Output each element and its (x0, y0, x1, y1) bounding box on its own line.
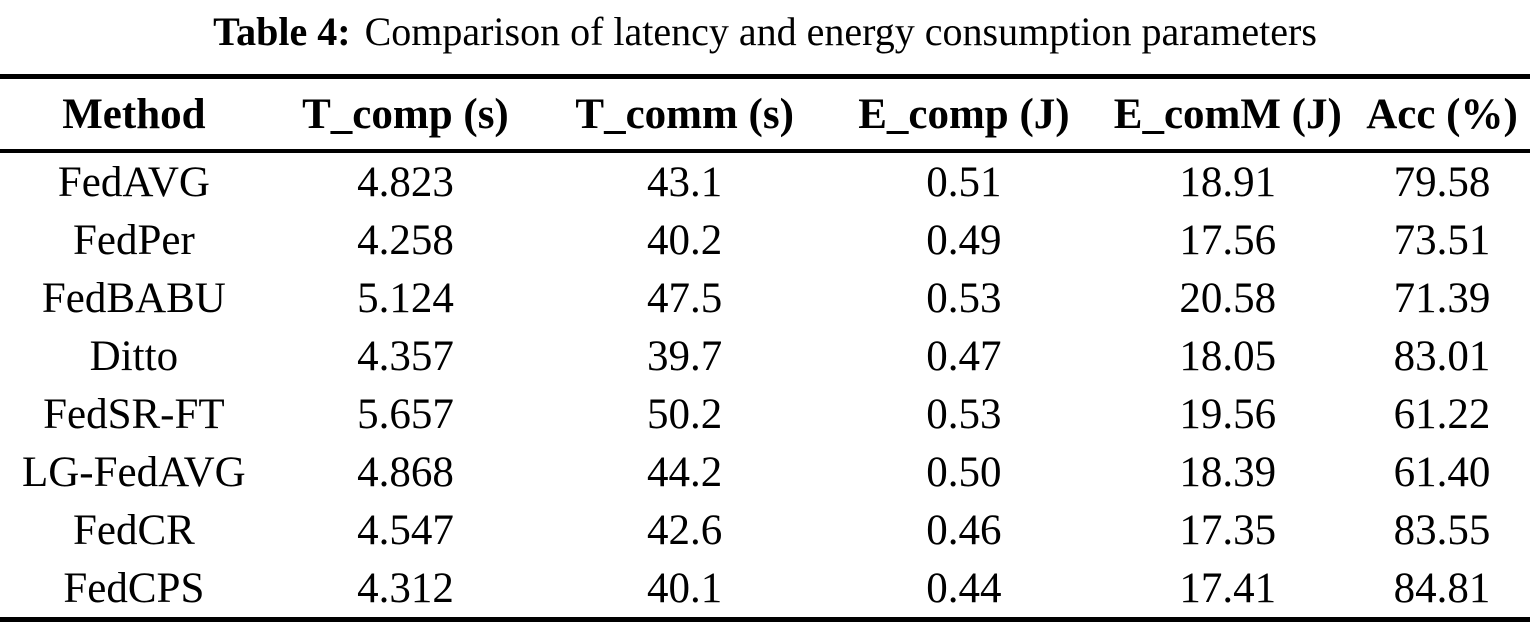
value-cell: 17.56 (1179, 216, 1277, 264)
value-cell: 5.124 (357, 274, 454, 322)
table-caption-text: Comparison of latency and energy consump… (364, 9, 1317, 54)
value-cell: 19.56 (1179, 390, 1277, 438)
value-cell: 83.01 (1393, 332, 1491, 380)
value-cell: 18.91 (1179, 158, 1277, 206)
value-cell: 4.258 (357, 216, 454, 264)
method-cell: FedAVG (57, 158, 210, 206)
table-row: LG-FedAVG 4.868 44.2 0.50 18.39 61.40 (0, 443, 1530, 501)
value-cell: 4.312 (357, 564, 454, 612)
table-row: FedCR 4.547 42.6 0.46 17.35 83.55 (0, 501, 1530, 559)
column-header-2: T_comm (s) (575, 90, 794, 138)
method-cell: LG-FedAVG (21, 448, 246, 496)
table-row: FedCPS 4.312 40.1 0.44 17.41 84.81 (0, 559, 1530, 620)
value-cell: 4.823 (357, 158, 454, 206)
value-cell: 4.357 (357, 332, 454, 380)
table-row: Ditto 4.357 39.7 0.47 18.05 83.01 (0, 327, 1530, 385)
value-cell: 0.50 (926, 448, 1002, 496)
value-cell: 61.40 (1393, 448, 1491, 496)
column-header-3: E_comp (J) (858, 90, 1070, 138)
column-header-1: T_comp (s) (302, 90, 509, 138)
value-cell: 83.55 (1393, 506, 1491, 554)
value-cell: 73.51 (1393, 216, 1491, 264)
value-cell: 0.51 (926, 158, 1002, 206)
method-cell: FedPer (72, 216, 195, 264)
column-header-4: E_comM (J) (1113, 90, 1342, 138)
value-cell: 0.49 (926, 216, 1002, 264)
value-cell: 0.53 (926, 390, 1002, 438)
value-cell: 18.05 (1179, 332, 1277, 380)
value-cell: 18.39 (1179, 448, 1277, 496)
value-cell: 0.44 (926, 564, 1002, 612)
value-cell: 17.35 (1179, 506, 1277, 554)
value-cell: 5.657 (357, 390, 454, 438)
value-cell: 17.41 (1179, 564, 1277, 612)
value-cell: 40.2 (647, 216, 723, 264)
method-cell: FedCR (72, 506, 195, 554)
value-cell: 0.47 (926, 332, 1002, 380)
method-cell: FedSR-FT (43, 390, 225, 438)
value-cell: 84.81 (1393, 564, 1491, 612)
table-row: FedBABU 5.124 47.5 0.53 20.58 71.39 (0, 269, 1530, 327)
value-cell: 40.1 (647, 564, 723, 612)
table-header-row: Method T_comp (s) T_comm (s) E_comp (J) E_co… (0, 77, 1530, 151)
method-cell: FedCPS (63, 564, 205, 612)
value-cell: 71.39 (1393, 274, 1491, 322)
value-cell: 61.22 (1393, 390, 1491, 438)
column-header-0: Method (62, 90, 206, 138)
table-row: FedSR-FT 5.657 50.2 0.53 19.56 61.22 (0, 385, 1530, 443)
table-caption-label: Table 4: (213, 9, 351, 54)
column-header-5: Acc (%) (1366, 90, 1518, 138)
value-cell: 4.547 (357, 506, 454, 554)
value-cell: 0.46 (926, 506, 1002, 554)
table-caption: Table 4: Comparison of latency and energy… (0, 0, 1530, 74)
value-cell: 4.868 (357, 448, 454, 496)
table-body: FedAVG 4.823 43.1 0.51 18.91 79.58 FedPer 4.258… (0, 151, 1530, 620)
method-cell: FedBABU (41, 274, 226, 322)
value-cell: 47.5 (647, 274, 723, 322)
value-cell: 79.58 (1393, 158, 1491, 206)
value-cell: 50.2 (647, 390, 723, 438)
table-row: FedPer 4.258 40.2 0.49 17.56 73.51 (0, 211, 1530, 269)
method-cell: Ditto (89, 332, 179, 380)
value-cell: 43.1 (647, 158, 723, 206)
table-row: FedAVG 4.823 43.1 0.51 18.91 79.58 (0, 151, 1530, 211)
value-cell: 44.2 (647, 448, 723, 496)
comparison-table: Method T_comp (s) T_comm (s) E_comp (J) E_co… (0, 74, 1530, 622)
value-cell: 42.6 (647, 506, 723, 554)
value-cell: 39.7 (647, 332, 723, 380)
value-cell: 0.53 (926, 274, 1002, 322)
value-cell: 20.58 (1179, 274, 1277, 322)
